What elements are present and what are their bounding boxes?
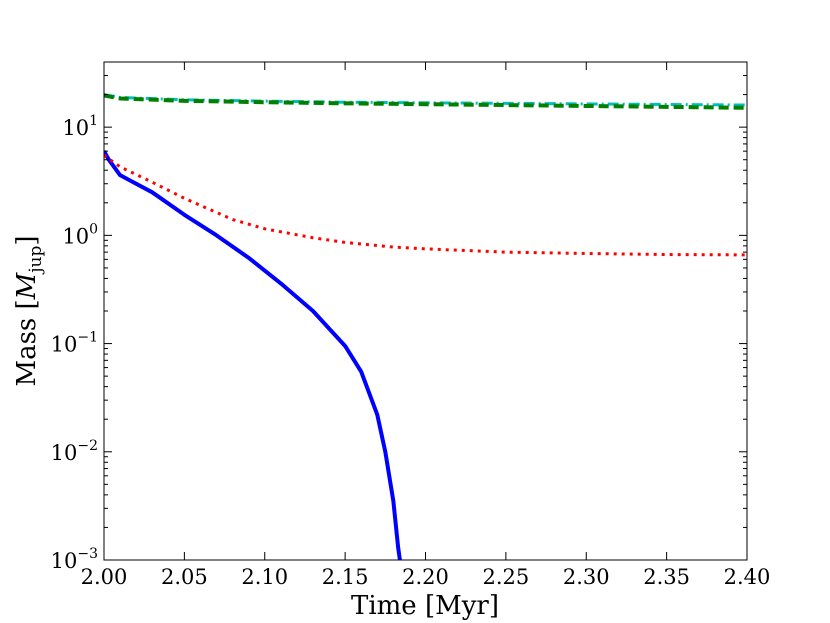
x-tick-label: 2.40: [724, 565, 771, 589]
y-axis-title-suffix: ]: [12, 235, 42, 245]
x-tick-label: 2.15: [322, 565, 369, 589]
x-tick-label: 2.35: [643, 565, 690, 589]
series-line-4: [104, 93, 747, 110]
y-tick-label: 10−1: [51, 330, 98, 357]
x-tick-label: 2.05: [161, 565, 208, 589]
series-layer: [104, 93, 747, 560]
x-axis-title: Time [Myr]: [351, 591, 499, 621]
y-tick-label: 10−2: [51, 438, 98, 465]
y-axis-title-prefix: Mass [: [12, 299, 42, 386]
y-axis-title-subscript: jup: [26, 245, 46, 274]
series-line-1: [104, 150, 402, 560]
x-tick-label: 2.30: [563, 565, 610, 589]
plot-background: [104, 62, 747, 560]
x-tick-label: 2.00: [81, 565, 128, 589]
y-tick-label: 101: [62, 113, 98, 140]
y-tick-label: 100: [62, 221, 98, 248]
ticks-layer: 2.00 2.05 2.10 2.15 2.20 2.25 2.30 2.35 2.40 10−3…: [51, 61, 771, 589]
x-tick-label: 2.25: [482, 565, 529, 589]
x-tick-label: 2.20: [402, 565, 449, 589]
y-axis-title: Mass [Mjup]: [12, 235, 46, 386]
plot-frame: [103, 61, 748, 561]
y-axis-title-symbol: M: [12, 271, 42, 300]
x-tick-label: 2.10: [241, 565, 288, 589]
series-line-2: [104, 154, 747, 257]
y-tick-label: 10−3: [51, 546, 98, 573]
